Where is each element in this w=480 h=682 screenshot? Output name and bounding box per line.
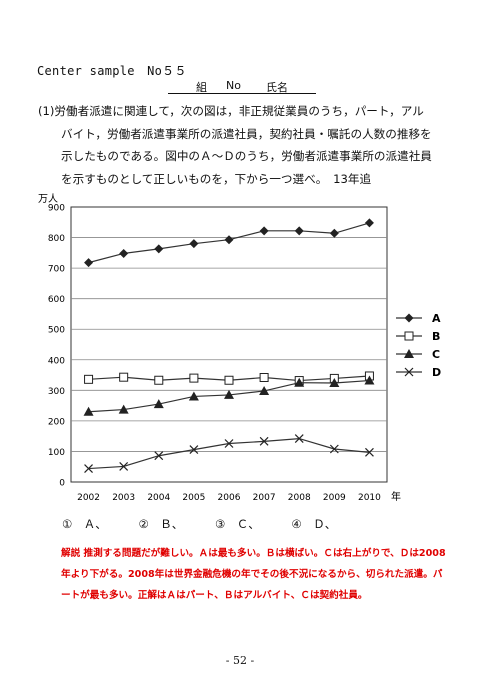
data-point-D <box>189 445 199 455</box>
x-tick-label: 2008 <box>288 493 311 503</box>
number-label: No <box>226 79 241 92</box>
chart-series <box>83 218 375 473</box>
choice-3[interactable]: ③ Ｃ、 <box>214 517 260 531</box>
answer-choices: ① Ａ、 ② Ｂ、 ③ Ｃ、 ④ Ｄ、 <box>62 516 364 532</box>
x-tick-label: 2009 <box>323 493 346 503</box>
y-tick-labels: 0 100 200 300 400 500 600 700 800 900 <box>48 204 65 489</box>
data-point-D <box>294 434 304 444</box>
x-tick-labels: 2002 2003 2004 2005 2006 2007 2008 2009 2010 <box>77 493 381 503</box>
x-tick-label: 2002 <box>77 493 100 503</box>
y-axis-unit: 万人 <box>38 193 58 205</box>
question-line: 示したものである。図中のＡ～Ｄのうち，労働者派遣事業所の派遣社員 <box>61 149 432 163</box>
x-tick-label: 2007 <box>253 493 276 503</box>
data-point-C <box>364 375 375 385</box>
name-line: 組 No 氏名 <box>168 79 316 94</box>
data-point-C <box>294 377 305 387</box>
data-point-A <box>84 258 94 268</box>
data-point-D <box>119 461 129 471</box>
data-point-C <box>224 389 234 399</box>
question-line: バイト，労働者派遣事業所の派遣社員，契約社員・嘱託の人数の推移を <box>61 126 432 141</box>
legend-marker-C <box>404 349 414 358</box>
legend-label-C: C <box>432 348 440 361</box>
legend-marker-D <box>404 367 414 377</box>
x-tick-label: 2005 <box>182 493 205 503</box>
data-point-A <box>364 218 374 228</box>
choice-1[interactable]: ① Ａ、 <box>62 517 107 531</box>
y-tick-label: 100 <box>48 448 65 458</box>
data-point-A <box>329 228 339 238</box>
x-tick-label: 2004 <box>147 493 170 503</box>
x-tick-label: 2003 <box>112 493 135 503</box>
line-chart: 万人 0 100 200 300 400 500 600 700 800 900 2002 2003… <box>38 193 441 503</box>
name-label: 氏名 <box>266 81 288 94</box>
data-point-D <box>84 464 93 473</box>
data-point-D <box>259 436 269 446</box>
data-point-A <box>154 244 164 254</box>
data-point-D <box>365 447 374 457</box>
y-tick-label: 600 <box>48 295 65 305</box>
class-label: 組 <box>196 81 207 94</box>
data-point-C <box>188 391 199 401</box>
question-line: (1)労働者派遣に関連して，次の図は，非正規従業員のうち，パート，アル <box>38 104 424 118</box>
data-point-B <box>119 372 129 382</box>
question-text: (1)労働者派遣に関連して，次の図は，非正規従業員のうち，パート，アル バイト，… <box>38 100 458 190</box>
choice-2[interactable]: ② Ｂ、 <box>138 517 184 531</box>
data-point-C <box>329 378 340 387</box>
x-tick-label: 2006 <box>218 493 241 503</box>
chart-grid <box>70 206 388 483</box>
plot-frame <box>70 206 388 483</box>
data-point-C <box>83 406 94 416</box>
data-point-D <box>329 444 339 454</box>
data-point-A <box>189 239 199 249</box>
data-point-B <box>189 373 199 383</box>
data-point-B <box>84 374 94 384</box>
data-point-B <box>224 375 234 385</box>
legend-label-B: B <box>432 330 440 343</box>
y-tick-label: 200 <box>48 417 65 427</box>
legend-marker-A <box>404 313 414 323</box>
legend-label-A: A <box>432 312 441 325</box>
header-title: Center sample No５５ <box>37 64 187 78</box>
data-point-A <box>119 248 129 258</box>
y-tick-label: 500 <box>48 326 65 336</box>
y-tick-label: 0 <box>59 479 65 489</box>
y-tick-label: 400 <box>48 356 65 366</box>
legend-marker-B <box>404 331 414 341</box>
data-point-B <box>154 375 164 385</box>
page-number: - 52 - <box>225 654 255 667</box>
choice-4[interactable]: ④ Ｄ、 <box>291 517 337 531</box>
y-tick-label: 900 <box>48 204 65 214</box>
commentary-text: 解説 推測する問題だが難しい。Ａは最も多い。Ｂは横ばい。Ｃは右上がりで、Ｄは20… <box>61 548 446 601</box>
data-point-C <box>153 399 164 409</box>
data-point-A <box>224 235 234 245</box>
data-point-D <box>224 439 234 448</box>
y-tick-label: 800 <box>48 234 65 244</box>
y-tick-label: 300 <box>48 387 65 397</box>
data-point-B <box>259 373 269 382</box>
data-point-A <box>294 226 304 236</box>
y-tick-label: 700 <box>48 265 65 275</box>
x-axis-unit: 年 <box>391 490 401 503</box>
data-point-D <box>154 451 164 461</box>
data-point-C <box>259 385 270 395</box>
data-point-A <box>259 226 269 236</box>
data-point-C <box>118 404 129 414</box>
question-line: を示すものとして正しいものを，下から一つ選べ。 13年追 <box>61 171 372 186</box>
legend-label-D: D <box>432 366 441 379</box>
x-tick-label: 2010 <box>358 493 381 503</box>
